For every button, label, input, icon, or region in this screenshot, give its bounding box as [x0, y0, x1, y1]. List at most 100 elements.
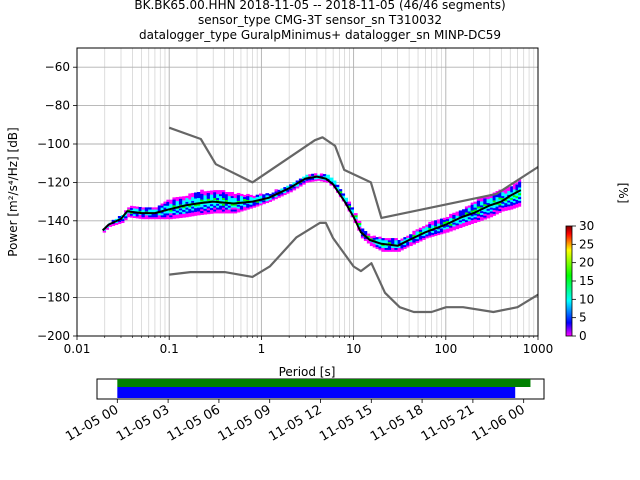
density-cell — [434, 233, 438, 236]
density-cell — [219, 211, 223, 214]
density-cell — [154, 207, 159, 210]
density-cell — [425, 232, 429, 235]
density-cell — [464, 212, 469, 215]
density-cell — [473, 207, 478, 210]
density-cell — [239, 199, 244, 202]
density-cell — [462, 220, 466, 224]
density-cell — [182, 200, 186, 203]
density-cell — [476, 204, 481, 207]
density-cell — [384, 247, 389, 250]
density-cell — [381, 247, 386, 250]
density-cell — [512, 204, 516, 207]
density-cell — [169, 211, 173, 214]
colorbar-tick-label: 15 — [579, 274, 594, 288]
density-cell — [480, 212, 484, 215]
density-cell — [486, 216, 491, 219]
density-cell — [486, 196, 491, 200]
density-cell — [227, 195, 232, 199]
density-cell — [483, 213, 487, 216]
density-cell — [236, 196, 241, 200]
density-cell — [495, 198, 499, 201]
density-cell — [415, 231, 420, 234]
density-cell — [329, 183, 334, 186]
density-cell — [442, 221, 447, 224]
density-cell — [381, 249, 386, 252]
density-cell — [363, 232, 368, 236]
density-cell — [120, 220, 125, 224]
density-cell — [458, 221, 463, 225]
density-cell — [144, 216, 149, 220]
density-cell — [480, 218, 484, 221]
density-cell — [132, 210, 137, 213]
density-cell — [495, 210, 499, 213]
density-cell — [233, 197, 238, 200]
density-cell — [105, 227, 109, 230]
density-cell — [434, 231, 438, 234]
density-cell — [458, 218, 463, 221]
density-cell — [221, 207, 226, 210]
density-cell — [381, 238, 386, 241]
density-cell — [239, 207, 244, 210]
density-cell — [175, 210, 180, 213]
density-cell — [470, 210, 474, 213]
density-cell — [518, 187, 522, 190]
density-cell — [347, 205, 352, 208]
density-cell — [391, 249, 395, 252]
density-cell — [510, 190, 514, 193]
density-cell — [467, 205, 472, 208]
density-cell — [387, 240, 392, 243]
density-cell — [239, 209, 244, 212]
density-cell — [504, 204, 508, 208]
density-cell — [512, 198, 516, 201]
density-cell — [265, 195, 270, 198]
density-cell — [445, 226, 450, 229]
density-cell — [515, 197, 519, 200]
density-cell — [422, 237, 426, 240]
timeline-tick-label: 11-05 12 — [266, 402, 324, 444]
colorbar-tick-label: 5 — [579, 311, 587, 325]
density-cell — [483, 203, 487, 207]
density-cell — [265, 193, 270, 196]
density-cell — [476, 206, 481, 209]
density-cell — [243, 202, 247, 205]
density-cell — [434, 222, 438, 225]
density-cell — [233, 193, 238, 197]
density-cell — [353, 215, 358, 218]
density-cell — [169, 209, 173, 212]
density-cell — [148, 209, 152, 212]
density-cell — [439, 222, 444, 225]
density-cell — [127, 209, 131, 212]
density-cell — [289, 184, 293, 187]
density-cell — [515, 205, 519, 208]
density-cell — [515, 184, 519, 187]
density-cell — [400, 244, 404, 247]
density-cell — [470, 217, 474, 221]
density-cell — [510, 199, 514, 202]
density-cell — [473, 216, 478, 220]
density-cell — [280, 188, 284, 191]
colorbar-tick-label: 10 — [579, 292, 594, 306]
density-cell — [495, 206, 499, 209]
density-cell — [252, 203, 257, 206]
density-cell — [391, 247, 395, 250]
density-cell — [160, 216, 164, 220]
density-cell — [510, 186, 514, 189]
density-cell — [431, 226, 435, 230]
density-cell — [400, 248, 404, 251]
density-cell — [363, 236, 368, 240]
density-cell — [185, 207, 189, 210]
density-cell — [239, 205, 244, 208]
density-cell — [442, 225, 447, 228]
chart-title-line-2: sensor_type CMG-3T sensor_sn T310032 — [197, 13, 443, 27]
density-cell — [252, 195, 257, 199]
density-cell — [467, 216, 472, 220]
density-cell — [172, 216, 177, 219]
density-cell — [495, 200, 499, 203]
density-cell — [160, 205, 164, 208]
density-cell — [518, 196, 522, 200]
density-cell — [209, 211, 214, 214]
density-cell — [322, 174, 327, 177]
colorbar-tick-label: 25 — [579, 237, 594, 251]
density-cell — [467, 222, 472, 225]
density-cell — [434, 220, 438, 223]
